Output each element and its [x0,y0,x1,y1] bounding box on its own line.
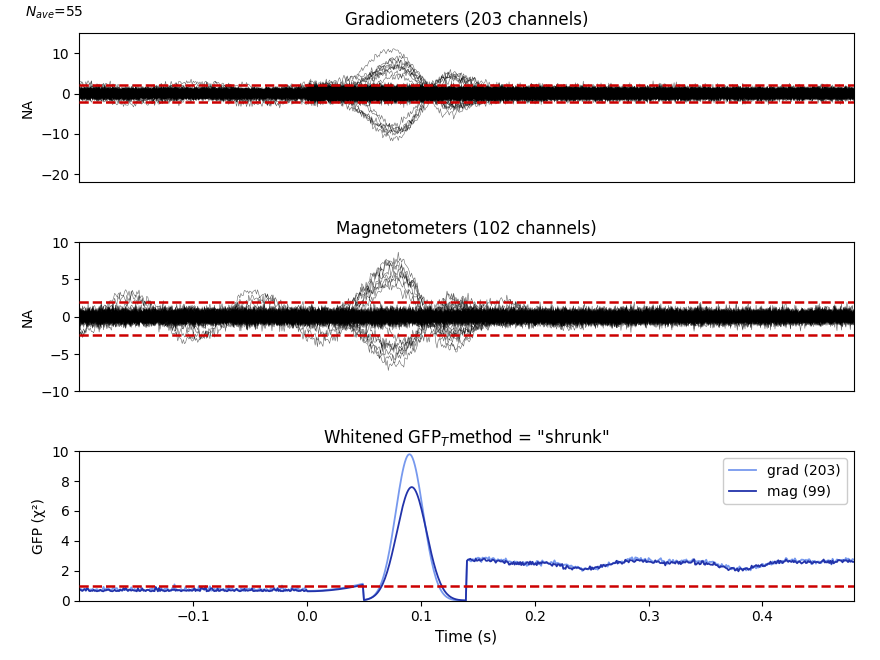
grad (203) [263,587,274,595]
Title: Whitened GFP$_T$method = "shrunk": Whitened GFP$_T$method = "shrunk" [323,427,610,448]
grad (203) [774,557,785,565]
grad (203) [460,597,471,605]
grad (203) [584,564,595,572]
Y-axis label: NA: NA [20,98,34,117]
mag (99) [678,558,689,566]
grad (203) [404,450,414,458]
Title: Magnetometers (102 channels): Magnetometers (102 channels) [336,220,597,238]
grad (203) [292,583,303,591]
grad (203) [74,586,84,594]
Line: mag (99): mag (99) [79,487,854,601]
mag (99) [74,586,84,594]
Title: Gradiometers (203 channels): Gradiometers (203 channels) [345,11,588,28]
mag (99) [848,558,859,566]
X-axis label: Time (s): Time (s) [436,630,497,645]
Legend: grad (203), mag (99): grad (203), mag (99) [723,458,847,504]
mag (99) [584,562,595,570]
mag (99) [292,587,303,595]
mag (99) [774,559,785,567]
Y-axis label: GFP (χ²): GFP (χ²) [33,498,47,554]
Text: $N_{ave}$=55: $N_{ave}$=55 [25,5,84,21]
Line: grad (203): grad (203) [79,454,854,601]
Y-axis label: NA: NA [20,307,34,327]
grad (203) [319,586,329,594]
mag (99) [407,483,417,491]
mag (99) [319,587,329,595]
grad (203) [678,556,689,564]
grad (203) [848,556,859,564]
mag (99) [263,587,274,595]
mag (99) [460,597,471,605]
